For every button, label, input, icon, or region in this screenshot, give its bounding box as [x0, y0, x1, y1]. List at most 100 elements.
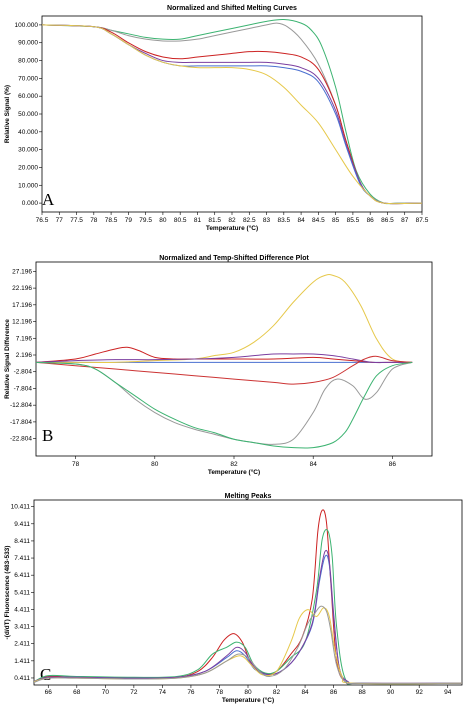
x-tick-label: 80	[159, 217, 167, 224]
x-tick-label: 66	[45, 689, 53, 696]
x-tick-label: 86	[330, 689, 338, 696]
x-tick-label: 81.5	[208, 217, 221, 224]
x-tick-label: 94	[444, 689, 452, 696]
x-tick-label: 74	[159, 689, 167, 696]
y-tick-label: 5.411	[14, 589, 30, 596]
series-line-1	[34, 529, 462, 685]
x-tick-label: 82.5	[243, 217, 256, 224]
y-tick-label: 8.411	[14, 538, 30, 545]
y-tick-label: -17.804	[10, 419, 32, 426]
series-line-5	[34, 605, 462, 684]
y-tick-label: 10.411	[11, 504, 31, 511]
y-axis-label: -(d/dT) Fluorescence (483-533)	[4, 546, 11, 640]
x-tick-label: 77.5	[70, 217, 83, 224]
x-tick-label: 88	[359, 689, 367, 696]
x-tick-label: 84	[301, 689, 309, 696]
series-line-5	[42, 24, 422, 205]
x-tick-label: 83	[263, 217, 271, 224]
y-tick-label: 27.196	[12, 268, 32, 275]
y-tick-label: 10.000	[18, 182, 38, 189]
y-tick-label: 4.411	[14, 606, 30, 613]
y-tick-label: 9.411	[14, 521, 30, 528]
x-axis-label: Temperature (°C)	[222, 696, 274, 704]
y-tick-label: 2.196	[16, 352, 33, 359]
y-tick-label: 0.000	[22, 200, 39, 207]
x-tick-label: 84	[297, 217, 305, 224]
x-tick-label: 82	[228, 217, 236, 224]
chart-panel-A: Normalized and Shifted Melting Curves 76.…	[4, 5, 429, 232]
x-tick-label: 84.5	[312, 217, 325, 224]
y-tick-label: 12.196	[12, 319, 32, 326]
x-tick-label: 80	[244, 689, 252, 696]
y-tick-label: 50.000	[18, 111, 38, 118]
x-tick-label: 78	[90, 217, 98, 224]
y-tick-label: -22.804	[10, 436, 32, 443]
x-tick-label: 85.5	[347, 217, 360, 224]
chart-title: Melting Peaks	[225, 493, 272, 500]
y-tick-label: 17.196	[12, 302, 32, 309]
y-tick-label: 100.000	[15, 22, 39, 29]
chart-panel-C: Melting Peaks 66 68 70 72 74 76 78 80 82 84 86 88 90 9…	[4, 493, 463, 704]
y-tick-label: 40.000	[18, 129, 38, 136]
x-tick-label: 90	[387, 689, 395, 696]
y-tick-label: 90.000	[18, 40, 38, 47]
x-tick-label: 81	[194, 217, 202, 224]
x-tick-label: 79	[125, 217, 133, 224]
x-tick-label: 87.5	[416, 217, 429, 224]
y-tick-label: 6.411	[14, 572, 30, 579]
y-tick-label: 20.000	[18, 164, 38, 171]
x-tick-label: 72	[130, 689, 138, 696]
x-tick-label: 68	[73, 689, 81, 696]
chart-title: Normalized and Shifted Melting Curves	[167, 5, 297, 12]
y-tick-label: 22.196	[12, 285, 32, 292]
series-line-3	[36, 353, 413, 364]
y-axis-label: Relative Signal (%)	[4, 85, 11, 143]
x-axis-label: Temperature (°C)	[208, 468, 260, 476]
x-tick-label: 77	[56, 217, 64, 224]
x-tick-label: 70	[102, 689, 110, 696]
chart-title: Normalized and Temp-Shifted Difference P…	[159, 255, 309, 262]
y-tick-label: 60.000	[18, 93, 38, 100]
x-axis-label: Temperature (°C)	[206, 224, 258, 232]
x-tick-label: 84	[310, 461, 318, 468]
y-tick-label: 80.000	[18, 58, 38, 65]
series-line-1	[36, 274, 413, 363]
y-tick-label: -12.804	[10, 402, 32, 409]
y-tick-label: 2.411	[14, 641, 30, 648]
y-tick-label: 7.411	[14, 555, 30, 562]
x-tick-label: 78	[216, 689, 224, 696]
x-tick-label: 82	[273, 689, 281, 696]
x-tick-label: 86.5	[381, 217, 394, 224]
panel-label: A	[42, 190, 55, 209]
chart-panel-B: Normalized and Temp-Shifted Difference P…	[4, 255, 433, 476]
x-tick-label: 86	[389, 461, 397, 468]
x-tick-label: 80.5	[174, 217, 187, 224]
x-tick-label: 82	[230, 461, 238, 468]
series-line-0	[42, 19, 422, 205]
x-tick-label: 79.5	[139, 217, 152, 224]
x-tick-label: 76.5	[36, 217, 49, 224]
plot-frame	[41, 15, 423, 213]
panel-label: C	[40, 665, 51, 684]
x-tick-label: 86	[367, 217, 375, 224]
y-tick-label: 30.000	[18, 147, 38, 154]
plot-frame	[33, 499, 463, 686]
y-tick-label: -2.804	[14, 369, 33, 376]
x-tick-label: 92	[416, 689, 424, 696]
x-tick-label: 85	[332, 217, 340, 224]
series-line-4	[36, 355, 413, 385]
y-tick-label: 7.196	[16, 335, 33, 342]
series-line-6	[36, 361, 413, 449]
series-line-3	[34, 549, 462, 684]
x-tick-label: 76	[187, 689, 195, 696]
x-tick-label: 80	[151, 461, 159, 468]
y-tick-label: 3.411	[14, 624, 30, 631]
y-tick-label: -7.804	[14, 385, 33, 392]
y-axis-label: Relative Signal Difference	[4, 319, 11, 399]
x-tick-label: 78	[72, 461, 80, 468]
y-tick-label: 0.411	[14, 675, 30, 682]
y-tick-label: 1.411	[14, 658, 30, 665]
x-tick-label: 87	[401, 217, 409, 224]
x-tick-label: 83.5	[277, 217, 290, 224]
